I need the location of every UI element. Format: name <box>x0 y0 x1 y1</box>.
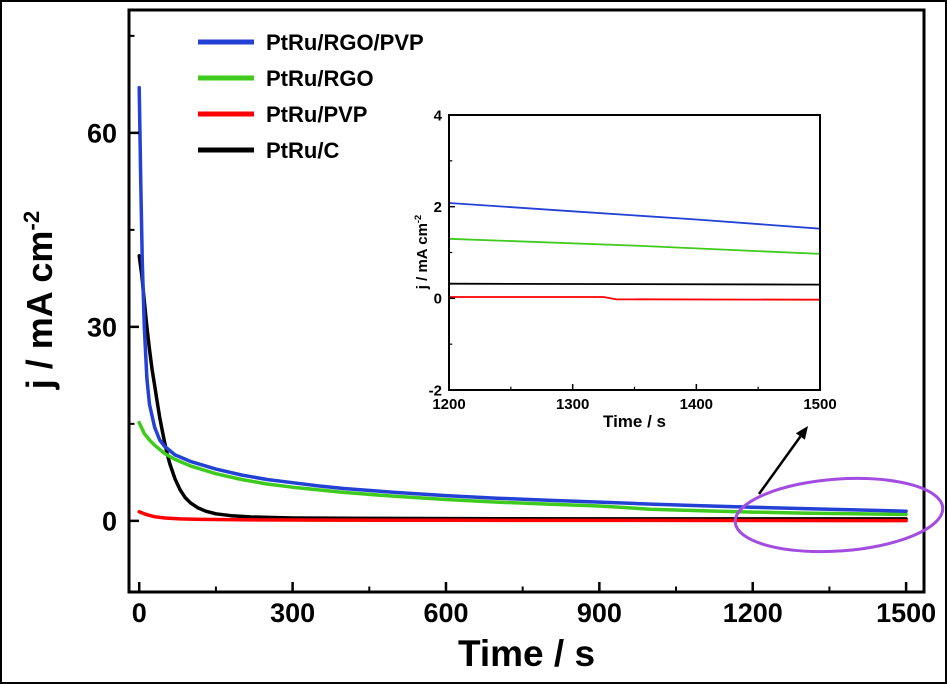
main-plot-y-tick-label: 0 <box>102 506 117 536</box>
main-plot-series-ptru-c <box>137 253 908 521</box>
inset-plot-series-ptru-rgo <box>448 237 821 255</box>
main-plot-x-tick-label: 900 <box>577 598 622 628</box>
y-axis-title-text: j / mA cm <box>19 230 60 390</box>
legend-label-ptru-rgo: PtRu/RGO <box>266 66 374 91</box>
legend-label-ptru-pvp: PtRu/PVP <box>266 102 367 127</box>
inset-y-axis-title-text: j / mA cm <box>414 223 431 290</box>
zoom-arrow-line <box>757 435 802 495</box>
inset-x-axis-title: Time / s <box>603 412 666 431</box>
legend-label-ptru-c: PtRu/C <box>266 138 339 163</box>
inset-plot-x-tick-label: 1400 <box>680 396 713 413</box>
zoom-arrow-head <box>795 426 808 440</box>
main-plot-x-tick-label: 0 <box>132 598 147 628</box>
inset-plot-series-ptru-pvp <box>448 296 821 301</box>
inset-plot-x-tick-label: 1500 <box>803 396 836 413</box>
legend-label-ptru-rgo-pvp: PtRu/RGO/PVP <box>266 30 424 55</box>
y-axis-title-superscript: -2 <box>19 210 44 231</box>
inset-y-axis-title-superscript: -2 <box>413 214 423 224</box>
highlight-ellipse <box>733 476 945 554</box>
x-axis-title: Time / s <box>457 633 596 674</box>
inset-plot-series-ptru-rgo-pvp <box>448 202 821 230</box>
inset-plot-x-tick-label: 1200 <box>432 396 465 413</box>
main-plot-x-tick-label: 600 <box>423 598 468 628</box>
inset-plot-y-tick-label: 0 <box>434 291 442 308</box>
inset-y-axis-title: j / mA cm-2 <box>413 215 431 289</box>
inset-plot-y-tick-label: 4 <box>434 107 443 124</box>
y-axis-title: j / mA cm-2 <box>19 211 61 390</box>
main-plot-y-tick-label: 60 <box>87 118 117 148</box>
main-plot-x-tick-label: 1200 <box>723 598 783 628</box>
main-plot-series-ptru-rgo-pvp <box>137 85 908 513</box>
main-plot-series-ptru-rgo <box>137 420 908 517</box>
inset-plot-y-tick-label: 2 <box>434 199 442 216</box>
inset-plot-x-tick-label: 1300 <box>556 396 589 413</box>
inset-plot-background <box>449 115 820 390</box>
inset-plot-series-ptru-c <box>448 282 821 286</box>
main-plot-y-tick-label: 30 <box>87 312 117 342</box>
main-plot-series-ptru-pvp <box>137 510 908 523</box>
main-plot-x-tick-label: 1500 <box>876 598 936 628</box>
main-plot-x-tick-label: 300 <box>270 598 315 628</box>
inset-plot-y-tick-label: -2 <box>429 382 442 399</box>
main-plot-frame <box>127 8 926 594</box>
